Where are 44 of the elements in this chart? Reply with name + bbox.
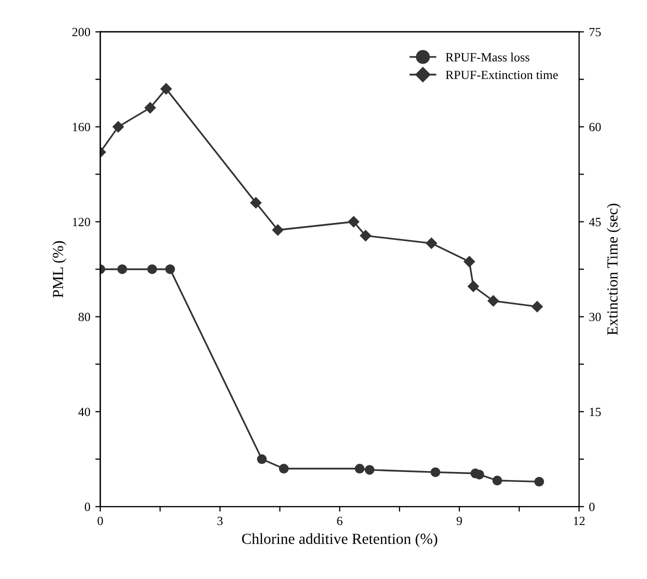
y2-tick-label: 30	[589, 312, 601, 322]
point	[112, 121, 124, 132]
x-tick-label: 3	[217, 516, 223, 526]
point	[468, 280, 479, 292]
y2-tick-label: 15	[590, 408, 601, 416]
point	[430, 467, 440, 478]
point	[144, 102, 156, 114]
x-tick-label: 6	[337, 516, 342, 526]
point	[160, 83, 172, 94]
point	[348, 216, 360, 228]
point	[354, 464, 364, 474]
y-tick-label: 40	[78, 408, 90, 416]
x-tick-label: 9	[456, 516, 462, 526]
y-tick-label: 120	[72, 218, 90, 226]
point	[278, 464, 289, 474]
legend-label: RPUF-Extinction time	[446, 70, 558, 80]
y-tick-label: 160	[72, 122, 90, 132]
x-tick-label: 12	[574, 516, 585, 526]
y-axis-title: PML (%)	[52, 241, 66, 298]
point	[272, 224, 284, 236]
point	[147, 264, 158, 274]
y2-tick-label: 0	[589, 502, 595, 512]
legend-label: RPUF-Mass loss	[446, 52, 530, 62]
y2-tick-label: 60	[589, 122, 601, 132]
point	[165, 264, 175, 274]
y2-tick-label: 45	[589, 218, 601, 226]
point	[532, 300, 543, 312]
y-tick-label: 0	[84, 502, 90, 512]
y-tick-label: 200	[72, 28, 90, 36]
point	[464, 256, 475, 268]
point	[534, 476, 544, 487]
y2-tick-label: 75	[590, 28, 601, 36]
point	[250, 197, 262, 208]
x-axis-title: Chlorine additive Retention (%)	[242, 533, 438, 548]
point	[117, 264, 128, 274]
y2-axis-title: Extinction Time (sec)	[606, 204, 621, 335]
point	[360, 230, 372, 242]
y-tick-label: 80	[78, 312, 90, 322]
point	[257, 454, 267, 464]
x-tick-label: 0	[98, 516, 103, 526]
point	[488, 295, 499, 306]
point	[492, 476, 502, 486]
point	[426, 238, 438, 249]
point	[364, 464, 374, 475]
